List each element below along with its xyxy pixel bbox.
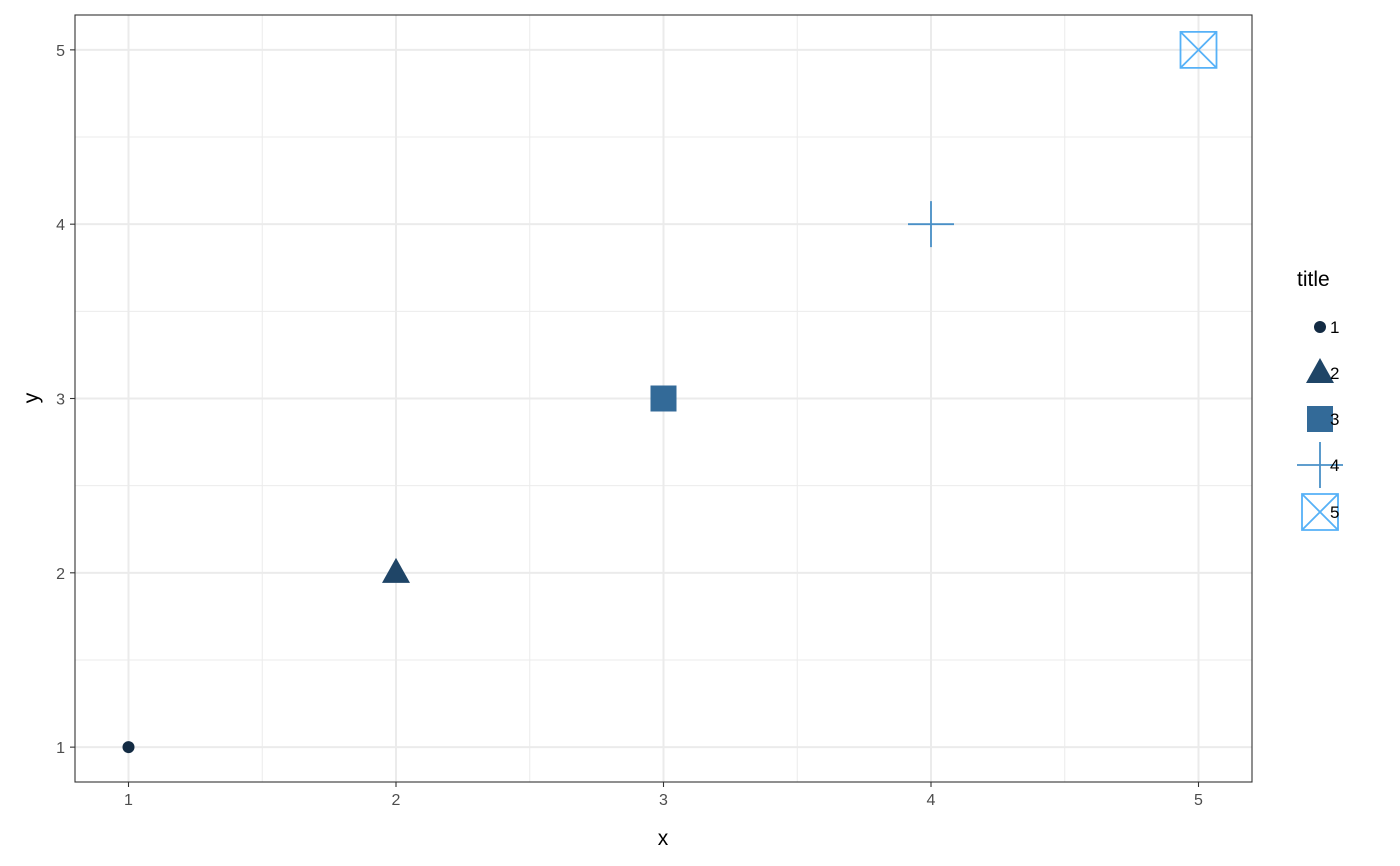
x-axis-label: x	[658, 827, 669, 850]
legend-label: 1	[1330, 318, 1339, 337]
legend-item: 4	[1297, 442, 1343, 488]
y-tick-label: 4	[56, 217, 65, 234]
legend-item: 5	[1301, 493, 1339, 531]
legend-item: 3	[1307, 406, 1339, 432]
point-1	[122, 741, 135, 754]
point-5	[1179, 30, 1218, 69]
legend-title: title	[1297, 268, 1330, 291]
x-tick-label: 5	[1194, 792, 1203, 809]
legend-label: 5	[1330, 503, 1339, 522]
legend-label: 2	[1330, 364, 1339, 383]
legend-key-4	[1297, 442, 1343, 488]
legend-key-5	[1301, 493, 1339, 531]
legend-key-3	[1307, 406, 1333, 432]
y-axis-label: y	[20, 392, 43, 403]
y-tick-label: 1	[56, 740, 65, 757]
axis-ticks: 1 2 3 4 5 1 2 3 4 5	[56, 43, 1203, 809]
legend-key-1	[1314, 321, 1326, 333]
legend-item: 1	[1314, 318, 1339, 337]
y-tick-label: 5	[56, 43, 65, 60]
point-3	[650, 385, 677, 412]
grid	[75, 15, 1252, 782]
legend-label: 4	[1330, 456, 1339, 475]
y-tick-label: 3	[56, 392, 65, 409]
legend: 1 2 3 4 5	[1297, 318, 1343, 531]
x-tick-label: 2	[392, 792, 401, 809]
points	[122, 30, 1218, 754]
x-tick-label: 3	[659, 792, 668, 809]
x-tick-label: 1	[124, 792, 133, 809]
point-4	[908, 201, 954, 248]
legend-label: 3	[1330, 410, 1339, 429]
y-tick-label: 2	[56, 566, 65, 583]
legend-item: 2	[1306, 358, 1339, 383]
point-2	[382, 557, 410, 583]
x-tick-label: 4	[927, 792, 936, 809]
legend-key-2	[1306, 358, 1334, 383]
